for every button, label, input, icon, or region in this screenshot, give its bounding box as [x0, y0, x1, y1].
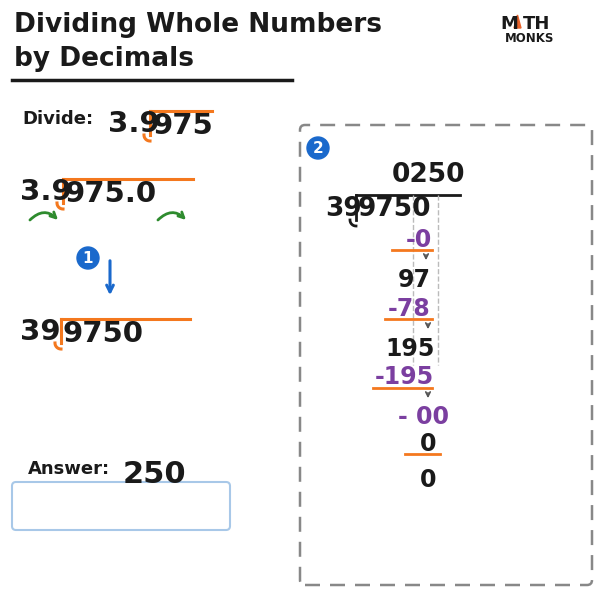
Text: 9750: 9750 — [358, 196, 431, 222]
Text: MONKS: MONKS — [505, 32, 554, 45]
Text: 0: 0 — [420, 432, 437, 456]
Text: 39: 39 — [20, 318, 61, 346]
Text: - 00: - 00 — [398, 405, 449, 429]
Text: 39: 39 — [325, 196, 362, 222]
Text: -78: -78 — [388, 297, 431, 321]
Text: 9750: 9750 — [63, 320, 144, 348]
Text: 97: 97 — [398, 268, 431, 292]
Text: 3.9: 3.9 — [108, 110, 160, 138]
Text: 0250: 0250 — [392, 162, 466, 188]
Circle shape — [77, 247, 99, 269]
Text: 1: 1 — [83, 250, 93, 265]
FancyBboxPatch shape — [300, 125, 592, 585]
Text: Divide:: Divide: — [22, 110, 93, 128]
Text: 3.9: 3.9 — [20, 178, 72, 206]
FancyBboxPatch shape — [12, 482, 230, 530]
Text: Answer:: Answer: — [28, 460, 110, 478]
Circle shape — [307, 137, 329, 159]
Text: -0: -0 — [406, 228, 432, 252]
Text: 2: 2 — [313, 140, 323, 156]
Text: 975.0: 975.0 — [65, 180, 157, 208]
Text: TH: TH — [523, 15, 550, 33]
Text: 0: 0 — [420, 468, 437, 492]
Text: M: M — [500, 15, 518, 33]
Text: 975: 975 — [152, 112, 213, 140]
Polygon shape — [514, 15, 521, 28]
Text: 195: 195 — [385, 337, 434, 361]
Text: Dividing Whole Numbers: Dividing Whole Numbers — [14, 12, 382, 38]
Text: -195: -195 — [375, 365, 434, 389]
Text: 250: 250 — [123, 460, 187, 489]
Text: by Decimals: by Decimals — [14, 46, 194, 72]
